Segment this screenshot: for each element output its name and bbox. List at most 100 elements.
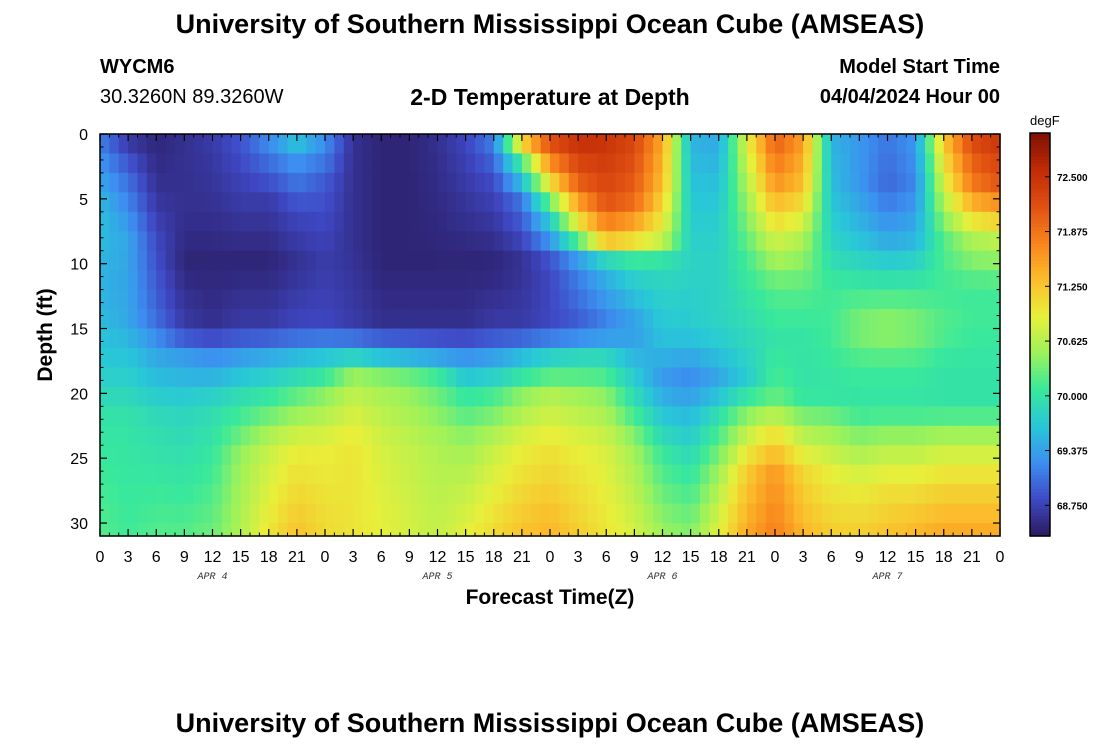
colorbar-segment xyxy=(1030,327,1050,332)
heatmap-cell xyxy=(503,386,514,407)
heatmap-cell xyxy=(831,153,842,174)
heatmap-cell xyxy=(746,386,757,407)
heatmap-cell xyxy=(409,289,420,310)
heatmap-cell xyxy=(934,153,945,174)
heatmap-cell xyxy=(615,250,626,271)
heatmap-cell xyxy=(859,464,870,485)
heatmap-cell xyxy=(587,503,598,524)
heatmap-cell xyxy=(971,289,982,310)
heatmap-cell xyxy=(953,250,964,271)
heatmap-cell xyxy=(306,153,317,174)
colorbar-segment xyxy=(1030,411,1050,416)
heatmap-cell xyxy=(850,523,860,537)
heatmap-cell xyxy=(821,134,832,155)
heatmap-cell xyxy=(268,211,279,232)
heatmap-cell xyxy=(634,347,645,369)
heatmap-cell xyxy=(109,192,120,213)
heatmap-cell xyxy=(718,523,729,537)
heatmap-cell xyxy=(409,484,420,505)
heatmap-cell xyxy=(784,406,795,427)
heatmap-cell xyxy=(728,231,739,252)
heatmap-cell xyxy=(287,250,298,271)
heatmap-cell xyxy=(868,328,879,349)
heatmap-cell xyxy=(118,153,129,174)
heatmap-cell xyxy=(203,289,214,310)
heatmap-cell xyxy=(287,309,298,330)
heatmap-cell xyxy=(709,192,720,213)
heatmap-cell xyxy=(512,134,523,155)
heatmap-cell xyxy=(681,523,692,537)
heatmap-cell xyxy=(943,309,954,330)
heatmap-cell xyxy=(587,309,598,330)
heatmap-cell xyxy=(896,250,907,271)
heatmap-cell xyxy=(662,172,673,193)
heatmap-cell xyxy=(250,172,260,193)
heatmap-cell xyxy=(109,153,120,174)
heatmap-cell xyxy=(137,192,148,213)
heatmap-cell xyxy=(184,289,195,310)
heatmap-cell xyxy=(906,172,917,193)
heatmap-cell xyxy=(203,172,214,193)
heatmap-cell xyxy=(437,328,448,349)
model-start-label: Model Start Time xyxy=(839,56,1000,78)
heatmap-cell xyxy=(465,503,476,524)
heatmap-cell xyxy=(521,445,532,466)
heatmap-cell xyxy=(690,386,701,407)
heatmap-cell xyxy=(203,231,214,252)
heatmap-cell xyxy=(240,464,251,485)
heatmap-cell xyxy=(793,309,804,330)
heatmap-cell xyxy=(953,328,964,349)
heatmap-cell xyxy=(943,445,954,466)
heatmap-cell xyxy=(915,523,926,537)
heatmap-cell xyxy=(981,328,992,349)
heatmap-cell xyxy=(390,309,401,330)
heatmap-cell xyxy=(690,464,701,485)
heatmap-cell xyxy=(231,289,242,310)
colorbar-segment xyxy=(1030,287,1050,292)
heatmap-cell xyxy=(437,250,448,271)
heatmap-cell xyxy=(259,484,270,505)
heatmap-cell xyxy=(446,172,457,193)
heatmap-cell xyxy=(193,484,204,505)
heatmap-cell xyxy=(465,523,476,537)
heatmap-cell xyxy=(250,464,260,485)
heatmap-cell xyxy=(840,503,851,524)
heatmap-cell xyxy=(775,347,785,369)
heatmap-cell xyxy=(268,153,279,174)
heatmap-cell xyxy=(484,211,495,232)
heatmap-cell xyxy=(765,347,776,369)
heatmap-cell xyxy=(812,347,823,369)
heatmap-cell xyxy=(371,231,382,252)
heatmap-cell xyxy=(756,211,767,232)
heatmap-cell xyxy=(765,309,776,330)
heatmap-cell xyxy=(625,347,635,369)
colorbar-tick-label: 71.250 xyxy=(1057,282,1088,293)
heatmap-cell xyxy=(353,464,364,485)
heatmap-cell xyxy=(540,134,551,155)
heatmap-cell xyxy=(437,386,448,407)
heatmap-cell xyxy=(456,153,467,174)
heatmap-cell xyxy=(418,270,429,291)
heatmap-cell xyxy=(709,289,720,310)
heatmap-cell xyxy=(559,134,570,155)
heatmap-cell xyxy=(287,134,298,155)
chart-subtitle: 2-D Temperature at Depth xyxy=(410,84,690,110)
heatmap-cell xyxy=(737,172,748,193)
colorbar-segment xyxy=(1030,294,1050,299)
heatmap-cell xyxy=(709,231,720,252)
x-tick-label: 21 xyxy=(288,549,306,566)
heatmap-cell xyxy=(596,309,607,330)
heatmap-cell xyxy=(343,484,354,505)
heatmap-cell xyxy=(840,309,851,330)
heatmap-cell xyxy=(981,484,992,505)
heatmap-cell xyxy=(821,231,832,252)
heatmap-cell xyxy=(371,445,382,466)
heatmap-cell xyxy=(896,231,907,252)
heatmap-cell xyxy=(165,250,176,271)
heatmap-cell xyxy=(915,406,926,427)
heatmap-cell xyxy=(231,503,242,524)
heatmap-cell xyxy=(887,406,898,427)
heatmap-cell xyxy=(728,445,739,466)
colorbar-segment xyxy=(1030,431,1050,436)
heatmap-cell xyxy=(821,289,832,310)
